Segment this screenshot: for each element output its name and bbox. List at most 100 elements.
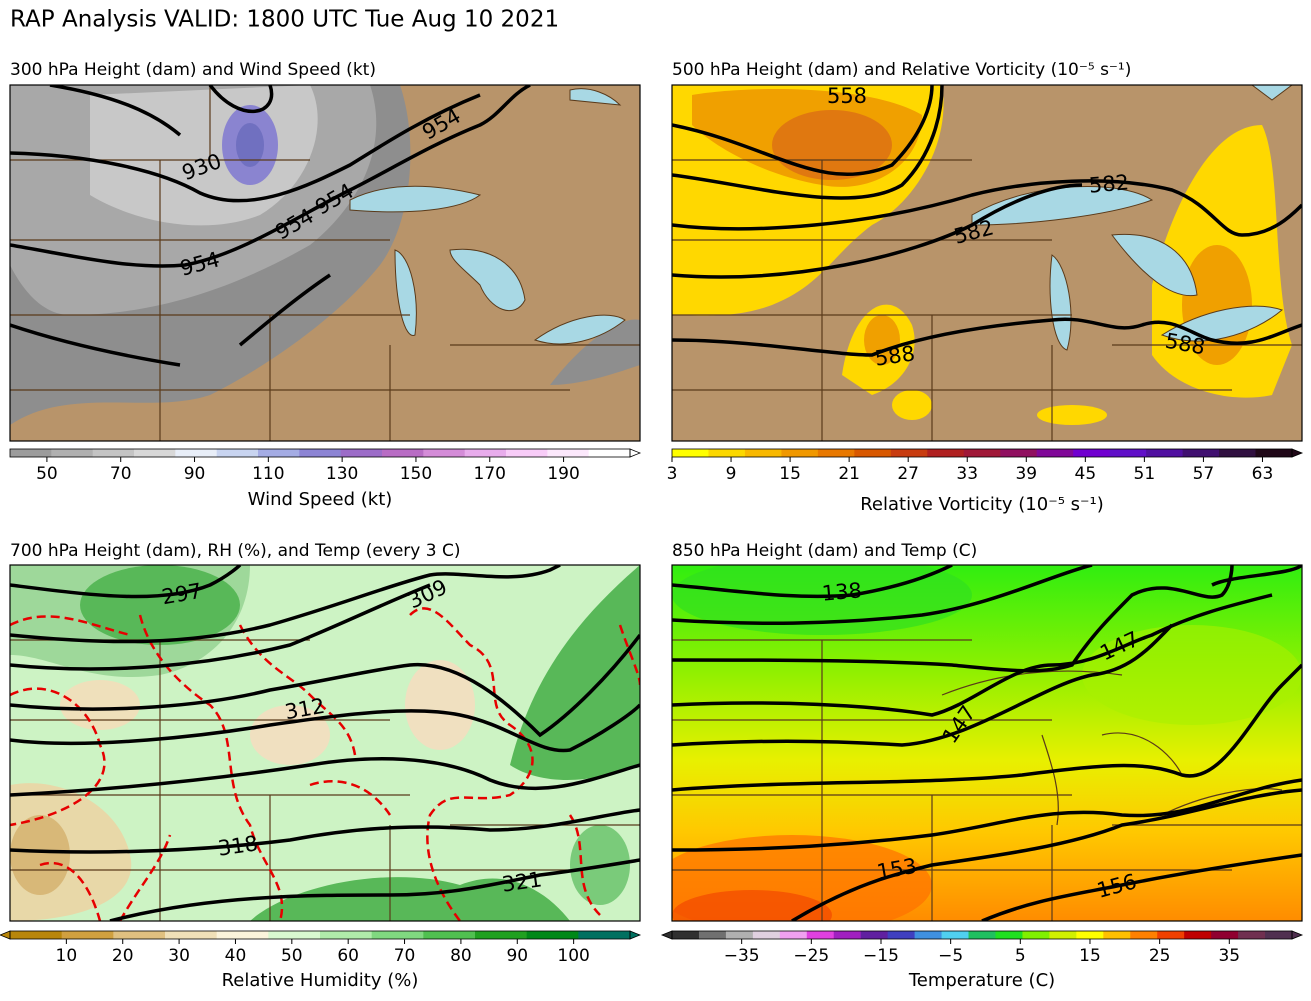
- colorbar-tick-label: −5: [938, 946, 963, 966]
- colorbar-segment: [672, 449, 709, 457]
- colorbar-segment: [475, 931, 528, 939]
- contour-label: 588: [873, 341, 916, 370]
- colorbar-segment: [1073, 449, 1111, 457]
- map: 558 582 582 588 588: [671, 84, 1303, 442]
- colorbar-segment: [258, 449, 300, 457]
- colorbar-segment: [165, 931, 218, 939]
- colorbar-segment: [860, 931, 889, 939]
- colorbar-segment: [1103, 931, 1131, 939]
- colorbar-tick-label: −15: [863, 946, 899, 966]
- colorbar-segment: [1219, 449, 1257, 457]
- colorbar-segment: [340, 449, 383, 457]
- colorbar-tick-label: 21: [838, 464, 860, 484]
- colorbar-segment: [1255, 449, 1293, 457]
- colorbar-segment: [698, 931, 727, 939]
- colorbar-tick-label: 50: [36, 464, 58, 484]
- colorbar-tick-label: 20: [112, 946, 134, 966]
- colorbar-tick-label: 130: [326, 464, 358, 484]
- contour-label: 318: [216, 831, 259, 860]
- colorbar-extend: [1291, 930, 1304, 940]
- colorbar-segment: [61, 931, 114, 939]
- colorbar-tick-label: 30: [168, 946, 190, 966]
- colorbar-tick-label: 60: [337, 946, 359, 966]
- colorbar-tick-label: 80: [450, 946, 472, 966]
- colorbar-segment: [914, 931, 943, 939]
- colorbar-tick-label: 27: [897, 464, 919, 484]
- colorbar-segment: [423, 449, 466, 457]
- colorbar-tick-label: 5: [1015, 946, 1026, 966]
- colorbar-segment: [526, 931, 579, 939]
- colorbar-segment: [744, 449, 782, 457]
- colorbar-segment: [806, 931, 835, 939]
- colorbar-extend: [629, 930, 642, 940]
- colorbar-segment: [216, 931, 269, 939]
- colorbar-tick-label: 9: [726, 464, 737, 484]
- colorbar-segment: [113, 931, 166, 939]
- colorbar-segment: [216, 449, 259, 457]
- colorbar-segment: [817, 449, 855, 457]
- colorbar-extend: [660, 930, 673, 940]
- colorbar-extend: [1291, 448, 1304, 458]
- colorbar-segment: [1036, 449, 1074, 457]
- colorbar-segment: [299, 449, 342, 457]
- colorbar-tick-label: 51: [1134, 464, 1156, 484]
- colorbar-tick-label: 25: [1149, 946, 1171, 966]
- colorbar-tick-label: 90: [184, 464, 206, 484]
- colorbar-tick-label: 70: [394, 946, 416, 966]
- map: 930 954 954 954 954: [9, 84, 641, 442]
- colorbar-tick-label: 63: [1252, 464, 1274, 484]
- colorbar-segment: [1000, 449, 1038, 457]
- colorbar-segment: [725, 931, 754, 939]
- colorbar-tick-label: 39: [1015, 464, 1037, 484]
- colorbar-segment: [941, 931, 970, 939]
- colorbar-label: Relative Humidity (%): [222, 970, 419, 991]
- colorbar-tick-label: −25: [793, 946, 829, 966]
- contour-label: 558: [827, 84, 867, 108]
- colorbar-segment: [371, 931, 424, 939]
- map: 297 309 312 318 321: [9, 564, 641, 922]
- colorbar-segment: [1022, 931, 1050, 939]
- colorbar-tick-label: 57: [1193, 464, 1215, 484]
- colorbar-label: Temperature (C): [908, 970, 1055, 991]
- colorbar-segment: [1076, 931, 1104, 939]
- colorbar-segment: [968, 931, 996, 939]
- colorbar-segment: [887, 931, 916, 939]
- colorbar-tick-label: 110: [252, 464, 284, 484]
- colorbar-label: Wind Speed (kt): [248, 489, 393, 510]
- colorbar-segment: [1049, 931, 1077, 939]
- colorbar-segment: [779, 931, 808, 939]
- colorbar-segment: [10, 449, 52, 457]
- colorbar-extend: [629, 448, 642, 458]
- colorbar-tick-label: 45: [1075, 464, 1097, 484]
- colorbar-tick-label: 15: [779, 464, 801, 484]
- colorbar-segment: [547, 449, 590, 457]
- colorbar-segment: [382, 449, 424, 457]
- colorbar-tick-label: 190: [547, 464, 579, 484]
- colorbar-segment: [320, 931, 373, 939]
- panel-title: 300 hPa Height (dam) and Wind Speed (kt): [10, 60, 376, 80]
- colorbar-extend: [0, 930, 11, 940]
- colorbar-segment: [927, 449, 965, 457]
- map: 138 147 147 153 156: [671, 564, 1303, 922]
- colorbar-tick-label: 50: [281, 946, 303, 966]
- colorbar-segment: [578, 931, 631, 939]
- colorbar-segment: [1146, 449, 1184, 457]
- colorbar-segment: [588, 449, 631, 457]
- colorbar-tick-label: 35: [1218, 946, 1240, 966]
- colorbar-tick-label: 90: [506, 946, 528, 966]
- colorbar-segment: [506, 449, 548, 457]
- colorbar-frame: [9, 448, 631, 458]
- colorbar-segment: [1184, 931, 1212, 939]
- colorbar-tick-label: 3: [667, 464, 678, 484]
- colorbar-segment: [51, 449, 94, 457]
- colorbar-tick-label: 15: [1079, 946, 1101, 966]
- colorbar-segment: [92, 449, 135, 457]
- colorbar-segment: [995, 931, 1023, 939]
- colorbar-segment: [1157, 931, 1185, 939]
- colorbar-segment: [781, 449, 819, 457]
- panel-title: 500 hPa Height (dam) and Relative Vortic…: [672, 60, 1131, 80]
- colorbar-segment: [134, 449, 176, 457]
- colorbar-segment: [464, 449, 507, 457]
- colorbar-segment: [890, 449, 928, 457]
